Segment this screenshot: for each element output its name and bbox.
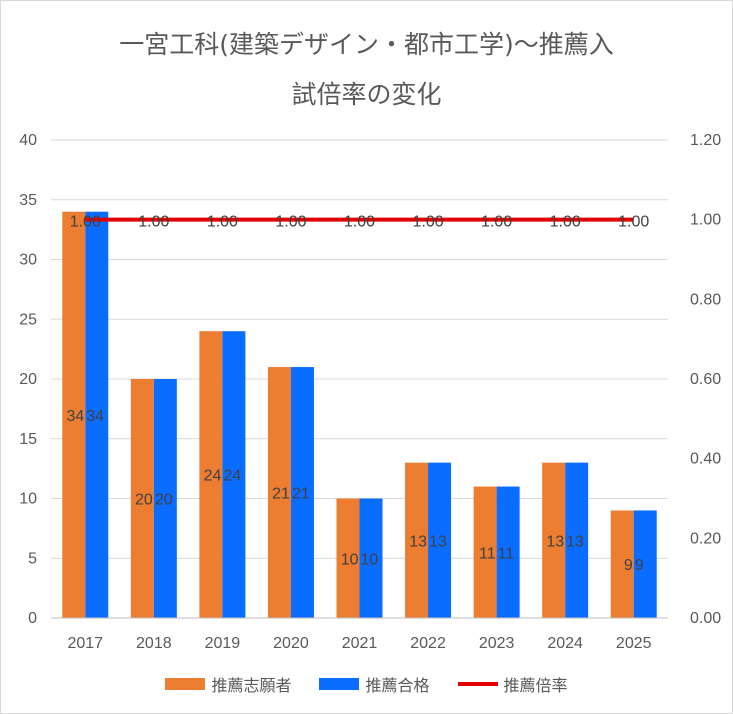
x-tick-label: 2018 (136, 635, 172, 652)
y-left-tick-label: 40 (19, 132, 37, 149)
legend-item: 推薦志願者 (165, 672, 291, 696)
y-right-tick-label: 1.20 (690, 132, 721, 149)
bar-accepted (85, 211, 109, 618)
x-tick-label: 2019 (205, 635, 241, 652)
bar-applicants (610, 510, 634, 618)
y-right-tick-label: 0.80 (690, 291, 721, 308)
y-right-tick-label: 0.40 (690, 451, 721, 468)
x-tick-label: 2017 (67, 635, 103, 652)
bar-applicants (199, 331, 223, 618)
y-left-tick-label: 5 (28, 550, 37, 567)
bar-applicants (542, 462, 566, 618)
chart-legend: 推薦志願者 推薦合格 推薦倍率 (1, 672, 732, 696)
chart-title-line-1: 一宮工科(建築デザイン・都市工学)～推薦入 (119, 30, 614, 59)
bar-data-label: 10 (341, 551, 359, 568)
ratio-data-label: 1.00 (138, 214, 169, 231)
bar-data-label: 9 (624, 557, 633, 574)
legend-line-swatch (457, 682, 498, 686)
x-tick-label: 2021 (342, 635, 378, 652)
legend-bar-swatch (165, 678, 206, 690)
bar-accepted (222, 331, 246, 618)
bar-data-label: 24 (223, 468, 241, 485)
legend-label: 推薦合格 (365, 676, 430, 695)
x-tick-label: 2020 (273, 635, 309, 652)
bar-data-label: 20 (135, 492, 153, 509)
legend-bar-swatch (319, 678, 360, 690)
bar-data-label: 21 (292, 486, 310, 503)
x-tick-label: 2025 (616, 635, 652, 652)
ratio-data-label: 1.00 (207, 214, 238, 231)
bar-data-label: 13 (429, 533, 447, 550)
bar-data-label: 11 (498, 545, 515, 562)
x-tick-label: 2023 (479, 635, 515, 652)
ratio-data-label: 1.00 (344, 214, 375, 231)
bar-data-label: 34 (86, 408, 104, 425)
bar-accepted (153, 379, 177, 618)
ratio-data-label: 1.00 (275, 214, 306, 231)
y-left-tick-label: 15 (19, 431, 37, 448)
bar-applicants (130, 379, 154, 618)
bar-data-label: 20 (155, 492, 173, 509)
bar-data-label: 13 (409, 533, 427, 550)
bar-accepted (290, 367, 314, 618)
bar-data-label: 34 (66, 408, 84, 425)
bar-accepted (359, 498, 383, 618)
legend-item: 推薦倍率 (457, 672, 568, 696)
bar-applicants (267, 367, 291, 618)
ratio-data-label: 1.00 (550, 214, 581, 231)
y-right-tick-label: 1.00 (690, 212, 721, 229)
bar-data-label: 11 (479, 545, 496, 562)
y-left-tick-label: 10 (19, 491, 37, 508)
chart-title-line-2: 試倍率の変化 (291, 80, 442, 109)
bar-accepted (428, 462, 452, 618)
y-right-tick-label: 0.20 (690, 530, 721, 547)
ratio-data-label: 1.00 (618, 214, 649, 231)
bar-data-label: 21 (272, 486, 290, 503)
x-tick-label: 2022 (410, 635, 446, 652)
legend-label: 推薦志願者 (211, 676, 292, 695)
bar-accepted (496, 486, 520, 618)
bar-applicants (62, 211, 86, 618)
bar-data-label: 24 (204, 468, 222, 485)
y-left-tick-label: 0 (28, 610, 37, 627)
bar-data-label: 13 (546, 533, 564, 550)
y-left-tick-label: 25 (19, 311, 37, 328)
legend-label: 推薦倍率 (503, 676, 568, 695)
ratio-data-label: 1.00 (70, 214, 101, 231)
y-left-tick-label: 20 (19, 371, 37, 388)
bar-data-label: 10 (361, 551, 379, 568)
bar-applicants (473, 486, 497, 618)
ratio-data-label: 1.00 (481, 214, 512, 231)
y-right-tick-label: 0.00 (690, 610, 721, 627)
legend-item: 推薦合格 (319, 672, 430, 696)
bar-accepted (565, 462, 589, 618)
bar-accepted (633, 510, 657, 618)
bar-applicants (336, 498, 360, 618)
bar-applicants (405, 462, 429, 618)
y-left-tick-label: 30 (19, 252, 37, 269)
y-right-tick-label: 0.60 (690, 371, 721, 388)
bar-data-label: 9 (635, 557, 644, 574)
ratio-data-label: 1.00 (412, 214, 443, 231)
x-tick-label: 2024 (547, 635, 583, 652)
bar-data-label: 13 (566, 533, 584, 550)
y-left-tick-label: 35 (19, 192, 37, 209)
